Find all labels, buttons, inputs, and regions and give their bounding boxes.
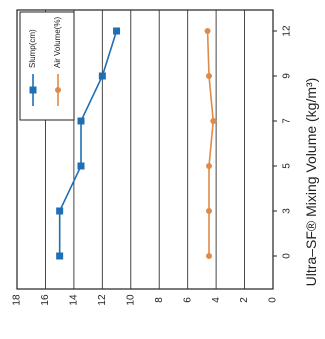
x-axis-label-main: Ultra–SF® Mixing Volume — [303, 122, 319, 286]
category-tick-label: 5 — [282, 163, 293, 169]
x-axis-label: Ultra–SF® Mixing Volume (kg/m³) — [303, 78, 319, 287]
value-tick-label: 2 — [239, 297, 250, 303]
x-tick-labels: 0 3 5 7 9 12 — [273, 25, 293, 259]
category-tick-label: 12 — [282, 25, 293, 37]
grid-lines — [44, 10, 246, 289]
value-tick-label: 16 — [40, 294, 51, 306]
value-tick-label: 10 — [125, 294, 136, 306]
category-tick-label: 3 — [282, 208, 293, 214]
y-tick-labels: 0 2 4 6 8 10 12 14 16 18 — [12, 294, 279, 306]
value-tick-label: 14 — [69, 294, 80, 306]
data-point — [210, 118, 217, 124]
value-tick-label: 18 — [12, 294, 23, 306]
data-point — [77, 162, 85, 170]
legend-label: Slump(cm) — [28, 29, 37, 68]
legend-label: Air Volume(%) — [53, 17, 62, 68]
value-tick-label: 12 — [97, 294, 108, 306]
value-tick-label: 0 — [268, 297, 279, 303]
legend: Slump(cm) Air Volume(%) — [19, 11, 75, 121]
value-tick-label: 6 — [182, 297, 193, 303]
data-point — [56, 207, 64, 215]
data-point — [77, 117, 85, 125]
data-point — [98, 72, 106, 80]
series-layer — [56, 27, 217, 260]
category-tick-label: 9 — [282, 73, 293, 79]
category-tick-label: 7 — [282, 118, 293, 124]
legend-marker — [55, 87, 61, 93]
legend-box — [19, 11, 75, 121]
value-tick-label: 8 — [154, 297, 165, 303]
series-line-1 — [206, 30, 215, 256]
data-point — [204, 28, 211, 34]
legend-marker — [29, 86, 37, 94]
x-axis-label-unit: (kg/m³) — [303, 78, 319, 122]
data-point — [206, 253, 212, 259]
data-point — [56, 252, 64, 260]
data-point — [206, 73, 212, 79]
data-point — [113, 27, 121, 35]
x-axis-title: Ultra–SF® Mixing Volume (kg/m³) — [303, 78, 319, 287]
value-tick-label: 4 — [211, 297, 222, 303]
data-point — [206, 208, 212, 214]
series-line-0 — [58, 30, 118, 256]
data-point — [206, 163, 212, 169]
category-tick-label: 0 — [282, 253, 293, 259]
